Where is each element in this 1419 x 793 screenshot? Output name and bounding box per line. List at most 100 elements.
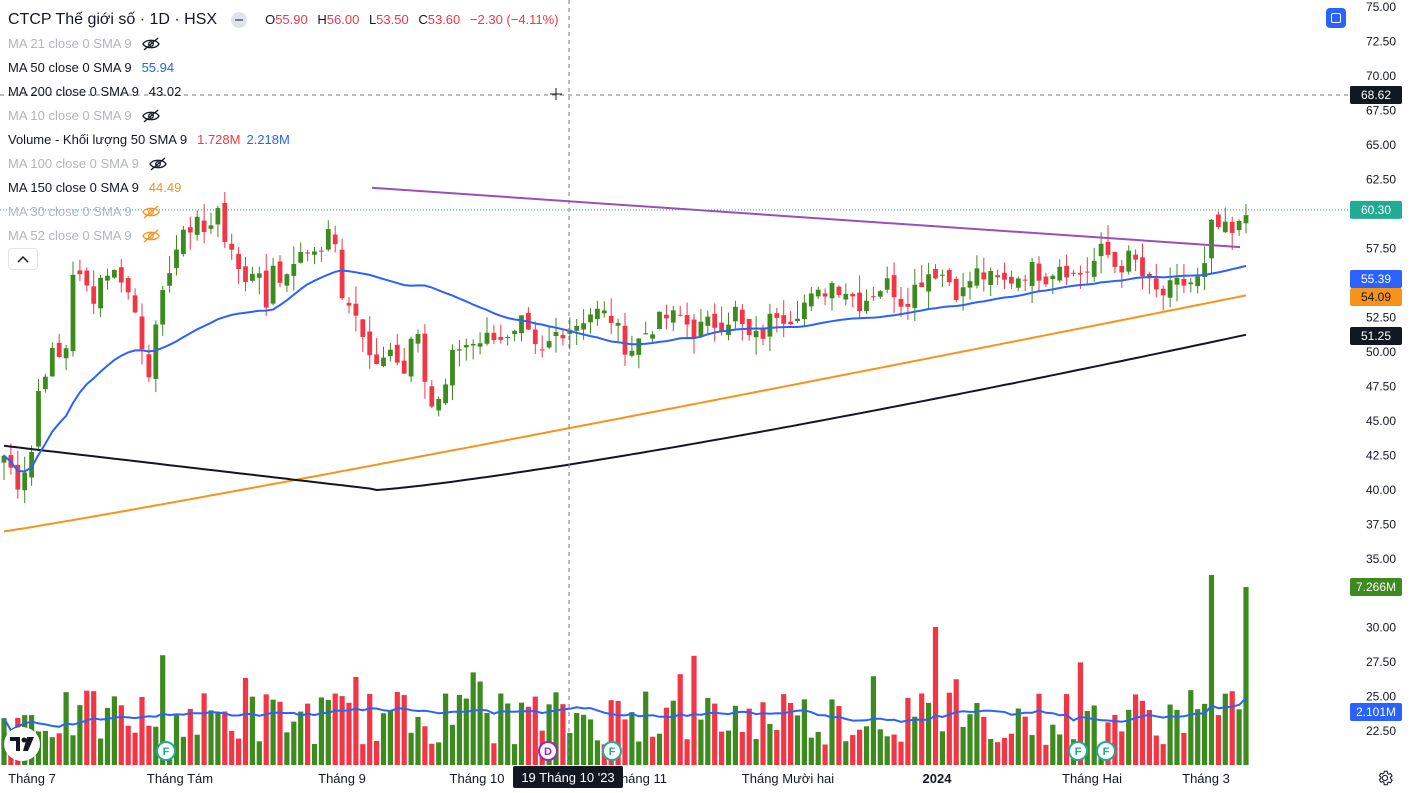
indicator-label: MA 50 close 0 SMA 9 xyxy=(8,60,132,75)
candle-body xyxy=(408,338,414,377)
hidden-eye-icon[interactable] xyxy=(141,205,160,219)
candle-body xyxy=(443,384,448,404)
event-marker[interactable]: F xyxy=(1068,741,1088,761)
volume-bar xyxy=(698,719,704,765)
indicator-row[interactable]: MA 150 close 0 SMA 9 44.49 xyxy=(8,176,565,200)
indicator-value-2: 2.218M xyxy=(246,132,290,147)
indicator-label: MA 30 close 0 SMA 9 xyxy=(8,204,132,219)
settings-gear-icon[interactable] xyxy=(1376,769,1394,787)
candle-body xyxy=(98,277,103,309)
volume-bar xyxy=(380,713,387,765)
candle-body xyxy=(470,343,476,346)
candle-body xyxy=(422,333,428,382)
candle-body xyxy=(670,310,676,323)
last-price-label-bg xyxy=(1350,200,1402,219)
volume-bar xyxy=(712,703,718,765)
volume-bar xyxy=(98,738,104,765)
hidden-eye-icon[interactable] xyxy=(141,37,160,51)
candle-body xyxy=(291,263,297,276)
candle-body xyxy=(705,316,711,326)
candle-body xyxy=(1064,265,1069,278)
candle-body xyxy=(808,293,814,307)
volume-bar xyxy=(822,744,828,765)
candle-body xyxy=(608,315,614,323)
candle-body xyxy=(222,202,228,242)
crosshair-price-label: 68.62 xyxy=(1361,88,1391,102)
candle-body xyxy=(388,349,393,357)
volume-bar xyxy=(512,744,518,765)
volume-bar xyxy=(1112,714,1118,765)
volume-bar xyxy=(325,699,331,765)
volume-bar xyxy=(180,736,186,765)
indicator-row[interactable]: MA 10 close 0 SMA 9 xyxy=(8,104,565,128)
volume-bar xyxy=(449,724,456,765)
candle-body xyxy=(1160,288,1166,296)
candle-body xyxy=(581,323,586,330)
tv-logo-icon xyxy=(10,737,34,751)
candle-body xyxy=(43,376,48,390)
candle-body xyxy=(1119,266,1125,273)
indicator-row[interactable]: MA 50 close 0 SMA 9 55.94 xyxy=(8,56,565,80)
candle-body xyxy=(891,275,897,298)
indicator-row[interactable]: MA 200 close 0 SMA 9 43.02 xyxy=(8,80,565,104)
candle-body xyxy=(339,249,345,299)
x-tick-label: 2024 xyxy=(923,771,953,786)
candle-body xyxy=(1140,257,1145,277)
candle-body xyxy=(1167,280,1173,298)
candle-body xyxy=(546,341,552,348)
hidden-eye-icon[interactable] xyxy=(141,109,160,123)
y-tick-label: 35.00 xyxy=(1366,552,1396,566)
event-marker[interactable]: F xyxy=(156,741,176,761)
candle-body xyxy=(415,334,421,344)
candle-body xyxy=(29,451,34,478)
indicator-row[interactable]: MA 100 close 0 SMA 9 xyxy=(8,152,565,176)
event-marker[interactable]: F xyxy=(602,741,622,761)
indicator-row[interactable]: MA 30 close 0 SMA 9 xyxy=(8,200,565,224)
volume-bar xyxy=(622,719,628,765)
volume-bar xyxy=(891,734,897,765)
hidden-eye-icon[interactable] xyxy=(149,157,167,171)
volume-bar xyxy=(1229,691,1235,765)
volume-bar xyxy=(305,703,311,765)
candle-body xyxy=(532,329,538,345)
candle-body xyxy=(250,273,255,281)
collapse-legend-button[interactable] xyxy=(8,248,38,270)
volume-ma-line xyxy=(3,697,1247,732)
event-marker-circle xyxy=(1096,741,1116,761)
y-tick-label: 30.00 xyxy=(1366,621,1396,635)
volume-bar xyxy=(146,725,152,765)
indicator-row[interactable]: MA 21 close 0 SMA 9 xyxy=(8,32,565,56)
candle-body xyxy=(436,399,442,411)
symbol-title[interactable]: CTCP Thế giới số · 1D · HSX xyxy=(8,11,218,28)
candle-body xyxy=(795,318,800,322)
volume-bar xyxy=(546,704,552,765)
tradingview-logo[interactable] xyxy=(4,727,40,761)
candle-body xyxy=(353,303,359,316)
event-marker[interactable]: F xyxy=(1096,741,1116,761)
candle-body xyxy=(118,267,124,283)
volume-bar xyxy=(498,693,504,765)
candle-body xyxy=(974,268,980,286)
candle-body xyxy=(1098,243,1104,257)
ma150-price-label: 54.09 xyxy=(1361,290,1391,304)
volume-bar xyxy=(1222,693,1228,765)
volume-bar xyxy=(1167,704,1173,765)
volume-bar xyxy=(1243,587,1249,765)
volume-bar xyxy=(912,716,918,765)
volume-bar xyxy=(863,726,870,765)
y-tick-label: 47.50 xyxy=(1366,380,1396,394)
volume-bar xyxy=(318,697,324,765)
fullscreen-button[interactable] xyxy=(1326,8,1346,28)
volume-bar xyxy=(415,716,421,765)
volume-bar xyxy=(1029,735,1035,765)
indicator-row[interactable]: Volume - Khối lượng 50 SMA 9 1.728M 2.218M xyxy=(8,128,565,152)
minimize-icon[interactable] xyxy=(231,12,248,28)
volume-bar xyxy=(829,699,835,765)
ma200-price-label: 51.25 xyxy=(1361,329,1391,343)
candle-body xyxy=(940,274,945,276)
volume-bar xyxy=(1188,690,1194,765)
hidden-eye-icon[interactable] xyxy=(141,229,160,243)
event-marker[interactable]: D xyxy=(538,741,558,761)
indicator-row[interactable]: MA 52 close 0 SMA 9 xyxy=(8,224,565,248)
